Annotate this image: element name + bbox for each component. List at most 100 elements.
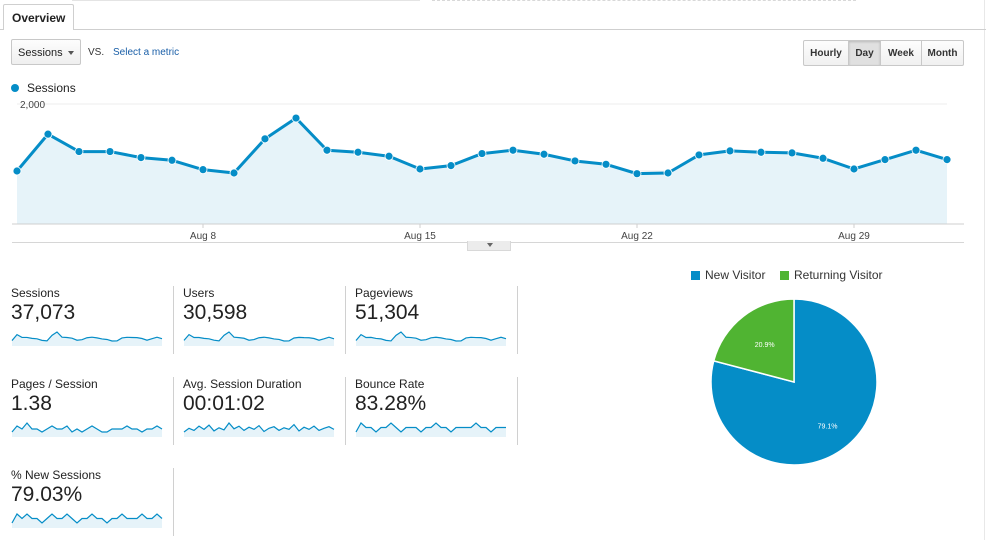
data-point xyxy=(105,147,115,156)
data-point xyxy=(167,155,177,165)
card-divider xyxy=(173,377,174,445)
data-point xyxy=(198,165,208,175)
data-point xyxy=(12,166,22,176)
sparkline-area xyxy=(184,423,334,437)
data-point xyxy=(818,153,828,163)
data-point xyxy=(136,153,146,162)
card-divider xyxy=(517,286,518,354)
data-point xyxy=(787,148,797,158)
sparkline xyxy=(355,422,506,437)
data-point xyxy=(663,168,673,178)
scorecard-bounce-rate[interactable]: Bounce Rate 83.28% xyxy=(355,377,515,447)
hourly-button[interactable]: Hourly xyxy=(803,40,849,66)
data-point xyxy=(415,164,425,174)
scorecard-value: 30,598 xyxy=(183,301,248,324)
data-point xyxy=(694,150,704,160)
data-point xyxy=(508,145,518,155)
data-point xyxy=(601,159,611,169)
sparkline-line xyxy=(11,331,163,342)
week-button[interactable]: Week xyxy=(880,40,922,66)
legend-new-visitor: New Visitor xyxy=(691,268,765,282)
sparkline-area xyxy=(12,332,162,346)
data-point xyxy=(384,151,394,161)
sparkline xyxy=(11,422,163,437)
scorecard-new-sessions[interactable]: % New Sessions 79.03% xyxy=(11,468,171,538)
scorecard-pageviews[interactable]: Pageviews 51,304 xyxy=(355,286,515,356)
scorecard-users[interactable]: Users 30,598 xyxy=(183,286,343,356)
data-point xyxy=(911,145,921,155)
y-tick-label: 2,000 xyxy=(20,100,45,111)
sparkline xyxy=(183,422,335,437)
returning-visitor-swatch xyxy=(780,271,789,280)
vs-label: VS. xyxy=(88,47,105,58)
card-divider xyxy=(173,468,174,536)
scorecard-label: % New Sessions xyxy=(11,468,102,482)
collapse-chart-toggle[interactable] xyxy=(467,241,511,251)
data-point xyxy=(74,147,84,156)
data-point xyxy=(260,134,270,144)
scorecard-avg-session-duration[interactable]: Avg. Session Duration 00:01:02 xyxy=(183,377,343,447)
legend-label: New Visitor xyxy=(705,268,766,282)
card-divider xyxy=(517,377,518,445)
data-point xyxy=(539,149,549,159)
scorecard-label: Bounce Rate xyxy=(355,377,425,391)
pie-slice-returning-visitor xyxy=(712,298,795,383)
scorecard-value: 37,073 xyxy=(11,301,76,324)
pie-slice-new-visitor xyxy=(710,298,878,466)
sparkline xyxy=(183,331,335,346)
card-divider xyxy=(345,377,346,445)
tab-overview[interactable]: Overview xyxy=(3,4,75,30)
data-point xyxy=(322,145,332,155)
chevron-down-icon xyxy=(68,51,74,55)
data-point xyxy=(570,156,580,166)
sparkline-area xyxy=(12,423,162,437)
metric-dropdown-label: Sessions xyxy=(18,47,63,59)
data-point xyxy=(725,146,735,156)
scorecard-value: 79.03% xyxy=(11,483,83,506)
scorecard-sessions[interactable]: Sessions 37,073 xyxy=(11,286,171,356)
sparkline-line xyxy=(355,331,507,342)
top-border xyxy=(72,0,420,1)
legend-label: Returning Visitor xyxy=(794,268,883,282)
sparkline-area xyxy=(184,332,334,346)
sparkline-line xyxy=(11,422,163,433)
tab-strip-line xyxy=(0,29,986,30)
new-visitor-swatch xyxy=(691,271,700,280)
sparkline xyxy=(11,331,163,346)
sparkline-area xyxy=(356,332,506,346)
scorecard-value: 1.38 xyxy=(11,392,52,415)
scorecard-label: Pages / Session xyxy=(11,377,98,391)
legend-returning-visitor: Returning Visitor xyxy=(780,268,883,282)
scorecard-label: Pageviews xyxy=(355,286,414,300)
x-tick-label: Aug 29 xyxy=(838,231,870,242)
x-tick-label: Aug 22 xyxy=(621,231,653,242)
sessions-legend-dot xyxy=(11,84,19,92)
scorecard-pages-per-session[interactable]: Pages / Session 1.38 xyxy=(11,377,171,447)
pie-data-label: 79.1% xyxy=(818,424,838,431)
data-point xyxy=(849,164,859,174)
sparkline-line xyxy=(183,331,335,342)
x-tick-label: Aug 8 xyxy=(190,231,217,242)
data-point xyxy=(229,168,239,178)
scorecard-value: 00:01:02 xyxy=(183,392,265,415)
scorecard-value: 51,304 xyxy=(355,301,420,324)
right-border xyxy=(984,0,985,540)
visitor-pie-chart: 79.1% 20.9% xyxy=(710,298,878,466)
card-divider xyxy=(345,286,346,354)
sparkline xyxy=(11,513,163,528)
data-point xyxy=(880,155,890,165)
select-metric-link[interactable]: Select a metric xyxy=(113,47,180,58)
sparkline-area xyxy=(12,514,162,528)
day-button[interactable]: Day xyxy=(848,40,881,66)
sparkline-line xyxy=(183,422,335,433)
scorecard-value: 83.28% xyxy=(355,392,427,415)
sparkline-line xyxy=(11,513,163,524)
sparkline-area xyxy=(356,423,506,437)
data-point xyxy=(291,113,301,123)
month-button[interactable]: Month xyxy=(921,40,964,66)
data-point xyxy=(446,161,456,171)
data-point xyxy=(43,129,53,139)
scorecard-label: Avg. Session Duration xyxy=(183,377,302,391)
metric-dropdown[interactable]: Sessions xyxy=(11,39,81,65)
